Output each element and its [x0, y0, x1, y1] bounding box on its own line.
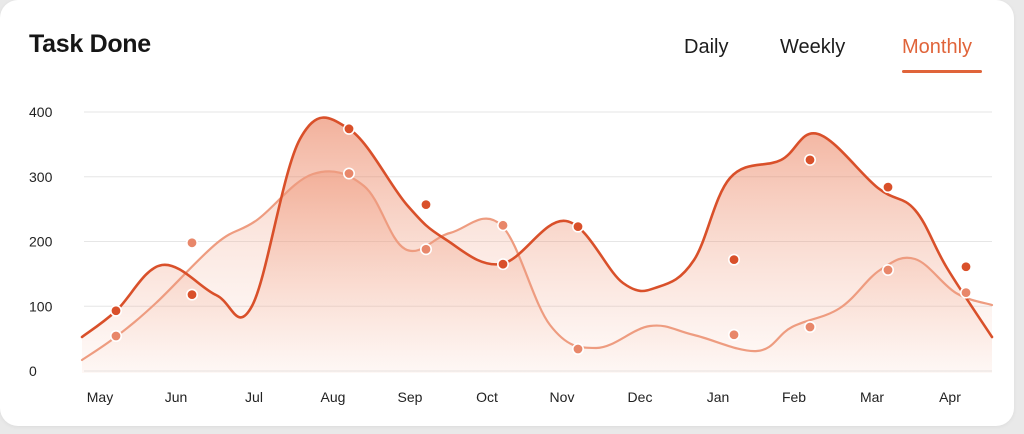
- series-area: [82, 117, 992, 373]
- x-tick-label: Feb: [782, 389, 806, 405]
- x-tick-label: Dec: [628, 389, 653, 405]
- data-point[interactable]: [959, 260, 972, 273]
- tab-daily[interactable]: Daily: [684, 36, 729, 58]
- y-tick-label: 300: [29, 169, 53, 185]
- x-tick-label: Jul: [245, 389, 263, 405]
- x-tick-label: Apr: [939, 389, 961, 405]
- data-point[interactable]: [881, 181, 894, 194]
- x-tick-label: Jan: [707, 389, 730, 405]
- y-tick-label: 100: [29, 298, 53, 314]
- x-tick-label: Nov: [550, 389, 575, 405]
- chart-card: Task Done Daily Weekly Monthly 0 100 200 30…: [0, 0, 1014, 426]
- data-point[interactable]: [110, 330, 123, 343]
- data-point[interactable]: [419, 243, 432, 256]
- data-point[interactable]: [496, 258, 509, 271]
- data-point[interactable]: [186, 288, 199, 301]
- chart-title: Task Done: [29, 30, 151, 58]
- data-point[interactable]: [881, 263, 894, 276]
- y-tick-label: 0: [29, 363, 37, 379]
- data-point[interactable]: [803, 320, 816, 333]
- data-point[interactable]: [571, 342, 584, 355]
- x-tick-label: Jun: [165, 389, 188, 405]
- data-point[interactable]: [496, 219, 509, 232]
- y-tick-label: 400: [29, 104, 53, 120]
- data-point[interactable]: [419, 198, 432, 211]
- point-layer: [110, 122, 972, 355]
- data-point[interactable]: [186, 236, 199, 249]
- data-point[interactable]: [803, 153, 816, 166]
- series-line: [80, 116, 994, 339]
- data-point[interactable]: [342, 167, 355, 180]
- line-layer: [80, 116, 994, 362]
- data-point[interactable]: [727, 253, 740, 266]
- y-tick-label: 200: [29, 234, 53, 250]
- x-tick-label: May: [87, 389, 113, 405]
- area-layer: [82, 117, 992, 373]
- label-layer: 0 100 200 300 400 May Jun Jul Aug Sep Oct Nov Dec Jan…: [29, 104, 961, 405]
- task-done-chart: 0 100 200 300 400 May Jun Jul Aug Sep Oct Nov Dec Jan…: [29, 104, 994, 405]
- data-point[interactable]: [727, 328, 740, 341]
- active-tab-indicator: [902, 70, 982, 73]
- x-tick-label: Oct: [476, 389, 498, 405]
- x-tick-label: Aug: [321, 389, 346, 405]
- x-tick-label: Mar: [860, 389, 884, 405]
- tab-weekly[interactable]: Weekly: [780, 36, 846, 58]
- data-point[interactable]: [110, 304, 123, 317]
- data-point[interactable]: [571, 220, 584, 233]
- data-point[interactable]: [342, 122, 355, 135]
- period-tabs: Daily Weekly Monthly: [0, 36, 1014, 76]
- series-line: [80, 170, 994, 362]
- data-point[interactable]: [959, 286, 972, 299]
- x-tick-label: Sep: [398, 389, 423, 405]
- tab-monthly[interactable]: Monthly: [902, 36, 973, 58]
